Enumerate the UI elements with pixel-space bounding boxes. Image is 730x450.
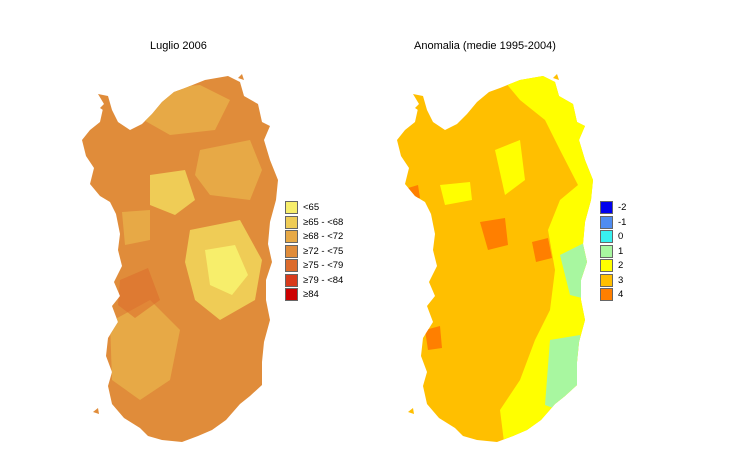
right-map-title: Anomalia (medie 1995-2004) — [414, 40, 556, 52]
left-map-legend-swatch — [285, 273, 298, 287]
left-map-legend-item: <65 — [285, 201, 405, 215]
right-map-legend-item: -1 — [600, 215, 720, 230]
right-map-legend-swatch — [600, 259, 613, 272]
right-map — [397, 74, 593, 442]
right-map-zones — [408, 76, 593, 442]
right-map-legend-swatch — [600, 215, 613, 229]
left-map-legend-swatch — [285, 288, 298, 301]
left-map-legend-item: ≥72 - <75 — [285, 244, 405, 259]
left-map-legend-label: ≥79 - <84 — [303, 274, 344, 286]
right-map-legend-label: -2 — [618, 202, 627, 213]
left-map-legend-label: ≥68 - <72 — [303, 231, 344, 242]
right-map-legend-label: 3 — [618, 274, 624, 286]
left-map-legend-label: ≥75 - <79 — [303, 260, 344, 271]
left-map-legend-label: ≥72 - <75 — [303, 245, 344, 257]
left-map — [82, 74, 278, 442]
left-map-legend-item: ≥84 — [285, 288, 405, 302]
right-map-legend-swatch — [600, 244, 613, 258]
left-map-legend-item: ≥75 - <79 — [285, 259, 405, 273]
right-map-legend-label: 4 — [618, 289, 624, 300]
right-map-legend-item: 2 — [600, 259, 720, 273]
left-map-legend-label: ≥84 — [303, 289, 319, 300]
left-map-legend-swatch — [285, 215, 298, 229]
left-map-legend-swatch — [285, 230, 298, 243]
right-map-legend-item: 3 — [600, 273, 720, 288]
right-map-legend-swatch — [600, 288, 613, 301]
left-map-legend-swatch — [285, 201, 298, 214]
right-map-legend-label: 0 — [618, 231, 624, 242]
left-map-legend-item: ≥65 - <68 — [285, 215, 405, 230]
right-map-legend-label: 1 — [618, 245, 624, 257]
left-map-legend-item: ≥68 - <72 — [285, 230, 405, 244]
right-map-legend-item: 0 — [600, 230, 720, 244]
left-map-legend-label: ≥65 - <68 — [303, 216, 344, 228]
right-map-legend-label: 2 — [618, 260, 624, 271]
left-map-legend-item: ≥79 - <84 — [285, 273, 405, 288]
left-map-legend-swatch — [285, 259, 298, 272]
right-map-legend-item: 1 — [600, 244, 720, 259]
right-map-legend-swatch — [600, 201, 613, 214]
left-map-title: Luglio 2006 — [150, 40, 207, 52]
right-map-legend-swatch — [600, 230, 613, 243]
right-map-legend-label: -1 — [618, 216, 627, 228]
left-map-legend-swatch — [285, 244, 298, 258]
right-map-legend-item: 4 — [600, 288, 720, 302]
right-map-legend-item: -2 — [600, 201, 720, 215]
right-map-legend-swatch — [600, 273, 613, 287]
left-map-zones — [110, 85, 262, 400]
left-map-legend-label: <65 — [303, 202, 320, 213]
